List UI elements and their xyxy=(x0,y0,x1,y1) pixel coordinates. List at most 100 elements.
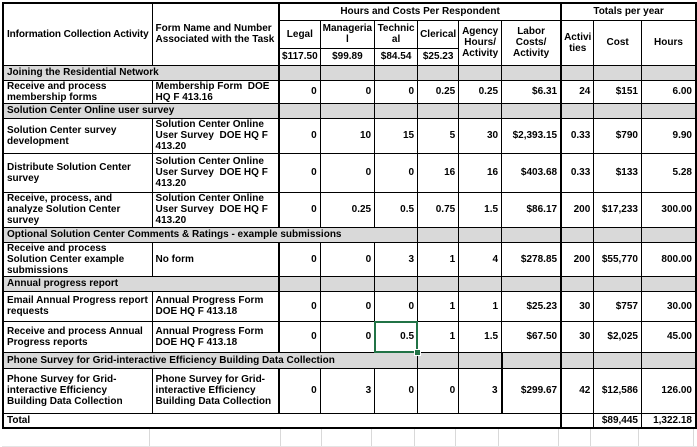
section-header-cell[interactable]: Phone Survey for Grid-interactive Effici… xyxy=(2,351,419,369)
value-cell[interactable]: 0 xyxy=(278,241,321,277)
header-clerical[interactable]: Clerical xyxy=(417,19,460,49)
value-cell[interactable]: 1 xyxy=(417,241,460,277)
form-cell[interactable]: Membership Form DOE HQ F 413.16 xyxy=(151,79,280,104)
value-cell[interactable] xyxy=(417,102,460,119)
rate-legal[interactable]: $117.50 xyxy=(278,47,321,66)
value-cell[interactable]: 5.28 xyxy=(641,152,697,193)
value-cell[interactable]: 4 xyxy=(458,241,503,277)
value-cell[interactable]: 3 xyxy=(458,367,503,414)
value-cell[interactable] xyxy=(593,64,642,81)
value-cell[interactable]: 5 xyxy=(417,117,460,154)
activity-cell[interactable]: Receive and process Solution Center exam… xyxy=(2,241,153,277)
value-cell[interactable]: 0.33 xyxy=(560,152,595,193)
value-cell[interactable]: $25.23 xyxy=(501,290,562,322)
value-cell[interactable]: 16 xyxy=(417,152,460,193)
value-cell[interactable]: 10 xyxy=(319,117,376,154)
header-group-respondent[interactable]: Hours and Costs Per Respondent xyxy=(278,2,562,21)
value-cell[interactable]: $278.85 xyxy=(501,241,562,277)
value-cell[interactable] xyxy=(278,64,321,81)
value-cell[interactable] xyxy=(374,64,419,81)
activity-cell[interactable]: Receive and process membership forms xyxy=(2,79,153,104)
value-cell[interactable] xyxy=(417,64,460,81)
value-cell[interactable]: 0 xyxy=(319,79,376,104)
value-cell[interactable]: $133 xyxy=(593,152,642,193)
value-cell[interactable]: $2,393.15 xyxy=(501,117,562,154)
value-cell[interactable]: 0.25 xyxy=(319,191,376,228)
value-cell[interactable] xyxy=(417,351,460,369)
value-cell[interactable] xyxy=(500,351,562,369)
value-cell[interactable]: $6.31 xyxy=(501,79,562,104)
value-cell[interactable]: 1 xyxy=(417,290,460,322)
form-cell[interactable]: Solution Center Online User Survey DOE H… xyxy=(151,152,280,193)
value-cell[interactable]: 0.5 xyxy=(374,191,419,228)
value-cell[interactable]: 0.75 xyxy=(417,191,460,228)
value-cell[interactable]: 1 xyxy=(458,290,503,322)
total-hours[interactable]: 1,322.18 xyxy=(641,412,697,429)
value-cell[interactable]: $55,770 xyxy=(593,241,642,277)
value-cell[interactable]: 0.33 xyxy=(560,117,595,154)
value-cell[interactable]: 1 xyxy=(417,320,460,353)
value-cell[interactable]: 0 xyxy=(278,79,321,104)
value-cell[interactable] xyxy=(501,226,562,243)
value-cell[interactable]: 0 xyxy=(278,290,321,322)
value-cell[interactable] xyxy=(641,64,697,81)
value-cell[interactable] xyxy=(593,351,642,369)
value-cell[interactable]: 30 xyxy=(458,117,503,154)
activity-cell[interactable]: Email Annual Progress report requests xyxy=(2,290,153,322)
value-cell[interactable]: 0 xyxy=(374,152,419,193)
value-cell[interactable] xyxy=(593,226,642,243)
value-cell[interactable]: 42 xyxy=(560,367,595,414)
value-cell[interactable]: 200 xyxy=(560,241,595,277)
value-cell[interactable] xyxy=(641,351,697,369)
value-cell[interactable] xyxy=(374,102,419,119)
value-cell[interactable]: 0 xyxy=(374,290,419,322)
value-cell[interactable] xyxy=(417,226,460,243)
selected-cell[interactable]: 0.5 xyxy=(374,320,422,356)
form-cell[interactable]: Solution Center Online User Survey DOE H… xyxy=(151,191,280,228)
value-cell[interactable]: 3 xyxy=(374,241,419,277)
value-cell[interactable]: 0 xyxy=(278,320,321,353)
value-cell[interactable]: $299.67 xyxy=(500,367,562,414)
value-cell[interactable]: $17,233 xyxy=(593,191,642,228)
value-cell[interactable] xyxy=(458,275,503,292)
value-cell[interactable]: 0 xyxy=(417,367,460,414)
value-cell[interactable]: 0.25 xyxy=(458,79,503,104)
header-group-totals[interactable]: Totals per year xyxy=(560,2,697,21)
header-cost[interactable]: Cost xyxy=(593,19,642,66)
value-cell[interactable]: $86.17 xyxy=(501,191,562,228)
value-cell[interactable] xyxy=(593,102,642,119)
value-cell[interactable] xyxy=(501,275,562,292)
header-labor-costs[interactable]: Labor Costs/ Activity xyxy=(501,19,562,66)
activity-cell[interactable]: Solution Center survey development xyxy=(2,117,153,154)
form-cell[interactable]: Phone Survey for Grid-interactive Effici… xyxy=(151,367,280,414)
value-cell[interactable]: 1.5 xyxy=(458,191,503,228)
value-cell[interactable]: 0 xyxy=(319,320,376,353)
form-cell[interactable]: No form xyxy=(151,241,280,277)
value-cell[interactable]: 30 xyxy=(560,320,595,353)
section-header-cell[interactable]: Annual progress report xyxy=(2,275,280,292)
value-cell[interactable] xyxy=(641,226,697,243)
value-cell[interactable]: 800.00 xyxy=(641,241,697,277)
value-cell[interactable]: $12,586 xyxy=(593,367,642,414)
value-cell[interactable]: 0 xyxy=(319,290,376,322)
value-cell[interactable] xyxy=(560,275,595,292)
value-cell[interactable] xyxy=(560,102,595,119)
value-cell[interactable]: 0 xyxy=(278,152,321,193)
value-cell[interactable]: $2,025 xyxy=(593,320,642,353)
value-cell[interactable]: 0 xyxy=(278,367,321,414)
rate-technical[interactable]: $84.54 xyxy=(374,47,419,66)
activity-cell[interactable]: Distribute Solution Center survey xyxy=(2,152,153,193)
value-cell[interactable]: 0 xyxy=(374,79,419,104)
value-cell[interactable]: 30.00 xyxy=(641,290,697,322)
value-cell[interactable] xyxy=(593,275,642,292)
value-cell[interactable]: 0.25 xyxy=(417,79,460,104)
value-cell[interactable] xyxy=(319,275,376,292)
value-cell[interactable]: 126.00 xyxy=(641,367,697,414)
value-cell[interactable] xyxy=(641,275,697,292)
form-cell[interactable]: Solution Center Online User Survey DOE H… xyxy=(151,117,280,154)
value-cell[interactable]: 9.90 xyxy=(641,117,697,154)
total-activities-cell[interactable] xyxy=(560,412,595,429)
value-cell[interactable] xyxy=(501,64,562,81)
header-activity-col[interactable]: Information Collection Activity xyxy=(2,2,153,66)
header-agency-hours[interactable]: Agency Hours/ Activity xyxy=(458,19,503,66)
